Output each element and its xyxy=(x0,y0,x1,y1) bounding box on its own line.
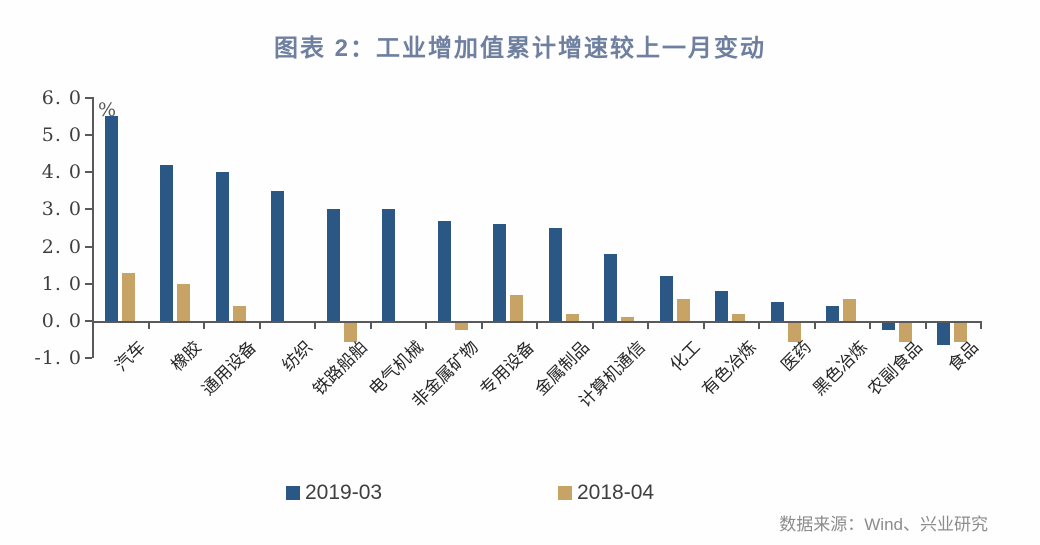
chart-title: 图表 2：工业增加值累计增速较上一月变动 xyxy=(273,35,766,62)
bar-2018-04-橡胶 xyxy=(177,283,191,321)
x-tick-mark xyxy=(369,323,372,329)
x-tick-mark xyxy=(480,323,483,329)
y-tick-label: 0. 0 xyxy=(41,310,82,332)
bar-2019-03-纺织 xyxy=(271,190,285,321)
bar-2019-03-通用设备 xyxy=(215,172,229,321)
bar-2019-03-金属制品 xyxy=(548,228,562,321)
bar-2018-04-农副食品 xyxy=(898,323,912,342)
y-tick-label: 1. 0 xyxy=(41,272,82,295)
x-tick-mark xyxy=(980,323,982,329)
x-tick-mark xyxy=(425,323,427,329)
x-category-label: 农副食品 xyxy=(864,337,926,400)
legend-label: 2019-03 xyxy=(305,481,383,504)
x-tick-mark xyxy=(258,323,261,329)
x-tick-mark xyxy=(758,323,760,329)
y-tick-mark xyxy=(85,171,92,174)
bar-2019-03-非金属矿物 xyxy=(437,220,451,321)
bar-2018-04-黑色冶炼 xyxy=(843,298,857,321)
bar-2018-04-医药 xyxy=(787,323,801,342)
y-tick-label: -1. 0 xyxy=(34,347,82,370)
x-tick-mark xyxy=(203,323,205,329)
y-tick-mark xyxy=(85,134,92,136)
y-tick-label: 5. 0 xyxy=(41,124,82,146)
x-tick-mark xyxy=(591,323,594,329)
x-category-label: 医药 xyxy=(777,337,815,376)
x-tick-mark xyxy=(536,323,538,329)
bar-2019-03-计算机通信 xyxy=(604,254,618,321)
legend-item-2018-04: 2018-04 xyxy=(558,481,654,505)
bar-2018-04-有色冶炼 xyxy=(732,313,746,321)
y-axis-line xyxy=(92,97,94,358)
x-tick-mark xyxy=(813,323,816,329)
bar-2019-03-食品 xyxy=(937,323,951,346)
bar-2018-04-非金属矿物 xyxy=(454,323,468,331)
bar-2018-04-专用设备 xyxy=(510,294,524,321)
bar-2018-04-铁路船舶 xyxy=(343,323,357,342)
x-category-label: 专用设备 xyxy=(475,337,538,400)
legend-item-2019-03: 2019-03 xyxy=(286,481,382,505)
x-axis-line xyxy=(92,321,982,323)
x-tick-mark xyxy=(924,323,927,329)
y-tick-mark xyxy=(85,208,92,211)
bar-2019-03-橡胶 xyxy=(160,164,174,321)
y-tick-label: 3. 0 xyxy=(41,198,82,221)
y-tick-label: 4. 0 xyxy=(41,161,82,184)
bar-2019-03-农副食品 xyxy=(881,323,895,331)
x-category-label: 铁路船舶 xyxy=(309,337,371,400)
x-tick-mark xyxy=(147,323,150,329)
x-tick-mark xyxy=(314,323,316,329)
x-category-label: 纺织 xyxy=(277,337,316,376)
y-tick-label: 2. 0 xyxy=(41,235,82,258)
x-category-label: 汽车 xyxy=(111,337,149,376)
legend-swatch-blue xyxy=(286,486,300,500)
y-tick-mark xyxy=(85,320,92,322)
y-tick-mark xyxy=(85,282,92,285)
y-tick-mark xyxy=(85,245,92,248)
x-category-label: 化工 xyxy=(666,337,704,376)
bar-2019-03-铁路船舶 xyxy=(326,209,340,321)
x-tick-mark xyxy=(869,323,871,329)
bar-2018-04-通用设备 xyxy=(232,306,246,321)
bar-2019-03-有色冶炼 xyxy=(715,291,729,321)
y-axis-unit-label: % xyxy=(98,99,117,121)
data-source-note: 数据来源：Wind、兴业研究 xyxy=(779,515,988,534)
bar-2019-03-专用设备 xyxy=(493,224,507,321)
bar-2019-03-医药 xyxy=(770,302,784,321)
bar-2018-04-食品 xyxy=(954,323,968,342)
legend-label: 2018-04 xyxy=(577,481,655,504)
x-tick-mark xyxy=(702,323,705,329)
bar-2019-03-黑色冶炼 xyxy=(826,306,840,321)
y-tick-label: 6. 0 xyxy=(41,86,82,109)
bar-2018-04-计算机通信 xyxy=(621,317,635,321)
bar-2019-03-化工 xyxy=(659,276,673,321)
x-category-label: 橡胶 xyxy=(166,337,205,376)
legend-swatch-tan xyxy=(558,486,572,500)
x-tick-mark xyxy=(647,323,649,329)
x-category-label: 黑色冶炼 xyxy=(808,337,871,400)
bar-2019-03-电气机械 xyxy=(382,209,396,321)
bar-2018-04-化工 xyxy=(676,298,690,321)
x-category-label: 通用设备 xyxy=(198,337,260,400)
bar-2018-04-汽车 xyxy=(121,272,135,321)
y-tick-mark xyxy=(85,96,92,99)
bar-2019-03-汽车 xyxy=(104,116,118,321)
y-tick-mark xyxy=(85,357,92,360)
bar-2018-04-金属制品 xyxy=(565,313,579,321)
x-category-label: 有色冶炼 xyxy=(697,337,760,400)
